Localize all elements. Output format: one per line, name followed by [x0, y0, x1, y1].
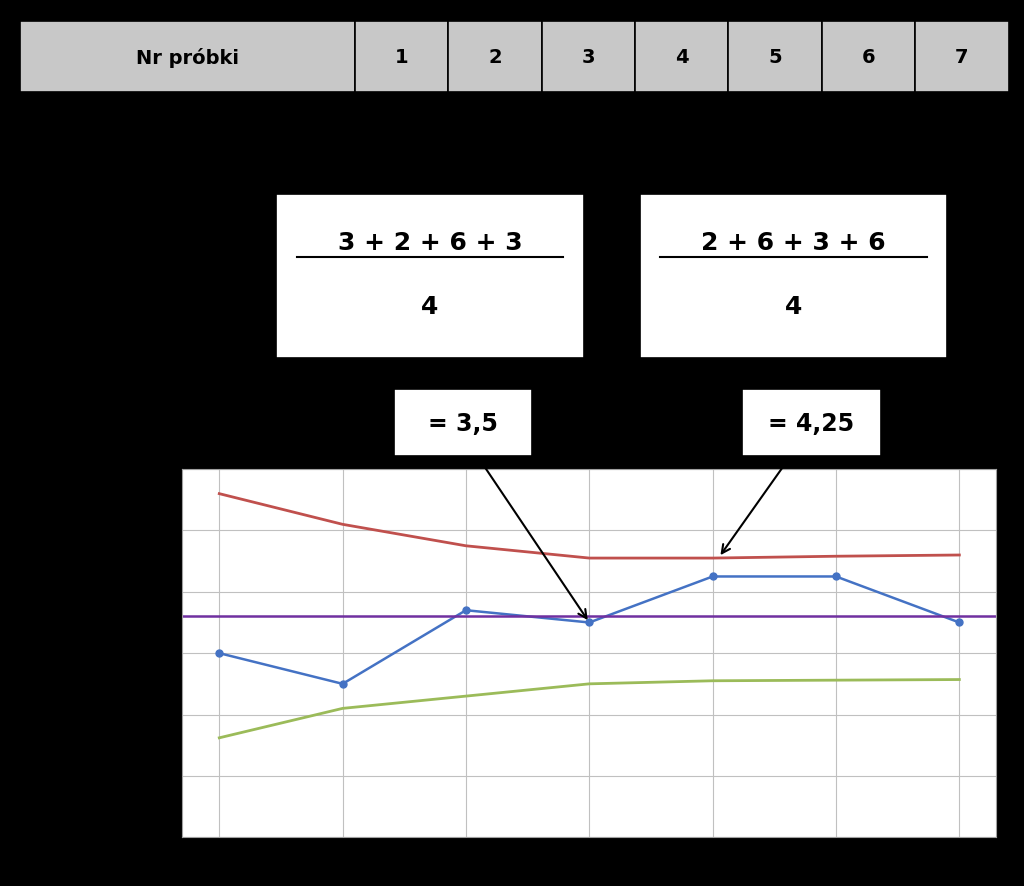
- Text: 4: 4: [785, 294, 802, 319]
- FancyBboxPatch shape: [20, 22, 354, 93]
- FancyBboxPatch shape: [449, 22, 542, 93]
- Text: 4: 4: [422, 294, 438, 319]
- Text: 3: 3: [582, 48, 595, 67]
- Text: 4: 4: [675, 48, 688, 67]
- Text: 7: 7: [955, 48, 969, 67]
- Text: 6: 6: [862, 48, 876, 67]
- Text: Nr próbki: Nr próbki: [136, 48, 240, 67]
- FancyBboxPatch shape: [728, 22, 822, 93]
- Text: 3 + 2 + 6 + 3: 3 + 2 + 6 + 3: [338, 230, 522, 255]
- FancyBboxPatch shape: [635, 22, 728, 93]
- FancyBboxPatch shape: [822, 22, 915, 93]
- Text: 2 + 6 + 3 + 6: 2 + 6 + 3 + 6: [701, 230, 886, 255]
- Text: = 4,25: = 4,25: [768, 411, 855, 435]
- FancyBboxPatch shape: [394, 390, 532, 456]
- Text: 2: 2: [488, 48, 502, 67]
- FancyBboxPatch shape: [742, 390, 881, 456]
- Text: 1: 1: [394, 48, 409, 67]
- Text: 5: 5: [768, 48, 782, 67]
- FancyBboxPatch shape: [915, 22, 1009, 93]
- X-axis label: Numer próbki: Numer próbki: [527, 871, 651, 886]
- Text: = 3,5: = 3,5: [428, 411, 499, 435]
- FancyBboxPatch shape: [542, 22, 635, 93]
- FancyBboxPatch shape: [354, 22, 449, 93]
- FancyBboxPatch shape: [640, 195, 947, 359]
- FancyBboxPatch shape: [276, 195, 584, 359]
